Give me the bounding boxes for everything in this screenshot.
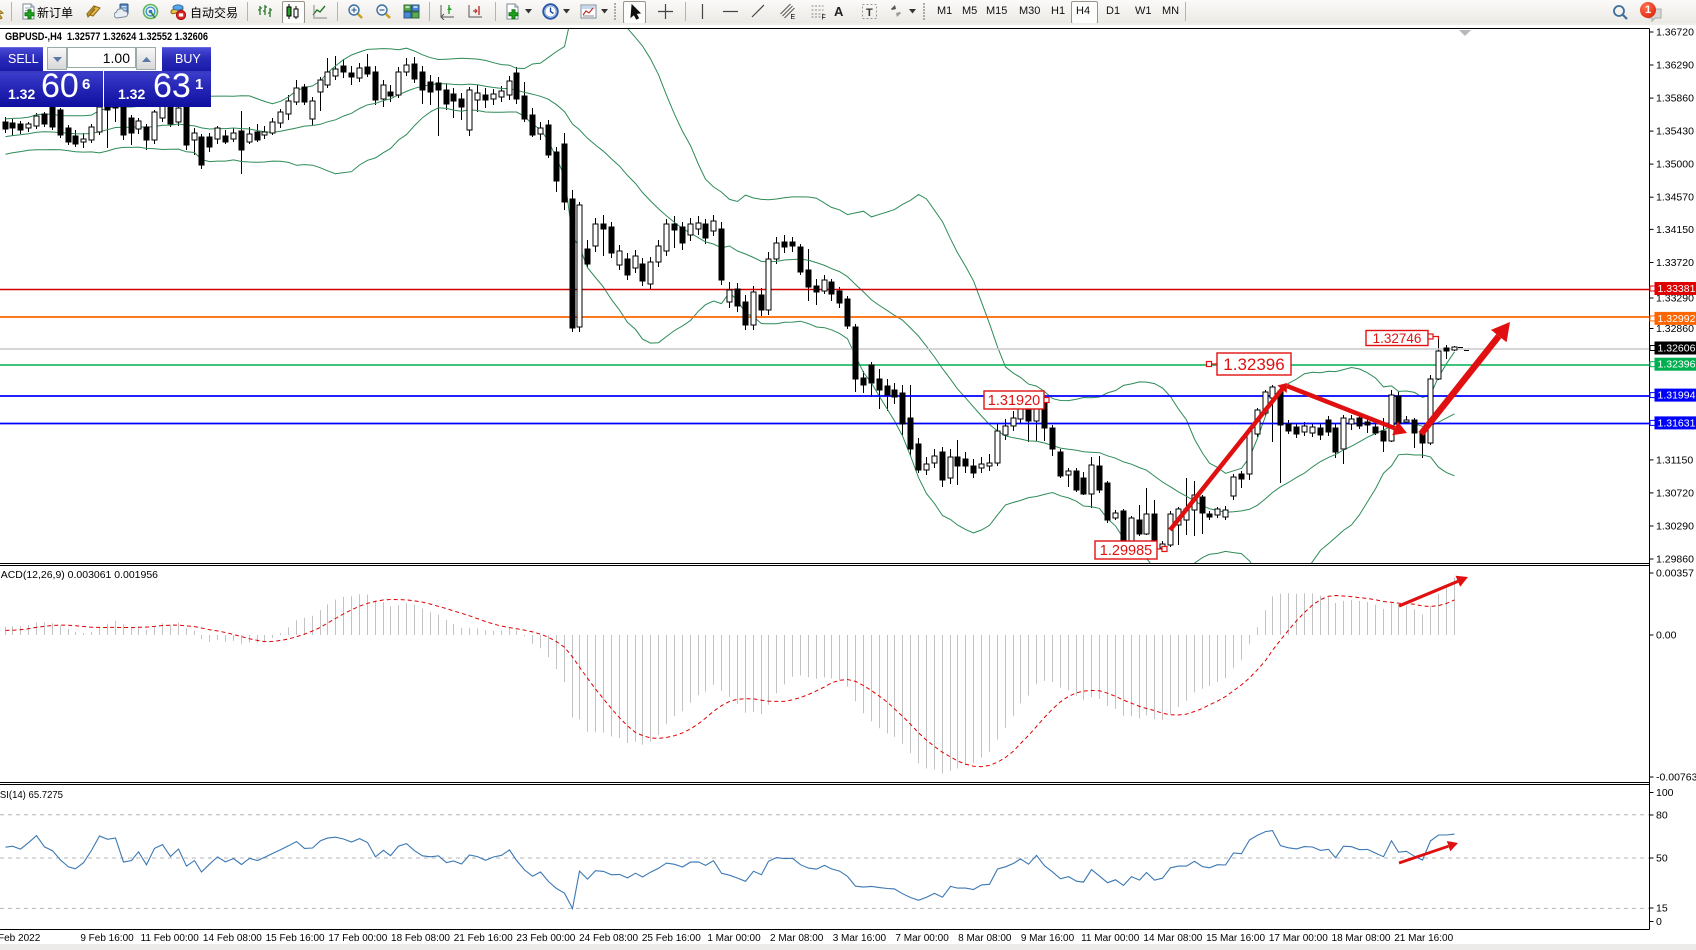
- svg-text:1.34150: 1.34150: [1656, 224, 1694, 236]
- svg-text:1.33720: 1.33720: [1656, 257, 1694, 269]
- svg-text:E: E: [791, 14, 796, 20]
- svg-text:21 Feb 16:00: 21 Feb 16:00: [454, 933, 513, 944]
- svg-text:1 Mar 00:00: 1 Mar 00:00: [707, 933, 761, 944]
- svg-text:1.32606: 1.32606: [1658, 343, 1696, 355]
- svg-text:1.30720: 1.30720: [1656, 487, 1694, 499]
- svg-text:1.31920: 1.31920: [988, 393, 1040, 409]
- svg-text:24 Feb 08:00: 24 Feb 08:00: [579, 933, 638, 944]
- svg-text:80: 80: [1656, 810, 1668, 822]
- svg-text:1.29860: 1.29860: [1656, 554, 1694, 566]
- svg-text:1.32860: 1.32860: [1656, 323, 1694, 335]
- svg-text:1.33290: 1.33290: [1656, 293, 1694, 305]
- svg-text:9 Feb 16:00: 9 Feb 16:00: [80, 933, 134, 944]
- svg-text:F: F: [822, 15, 826, 21]
- svg-text:1.31631: 1.31631: [1658, 417, 1696, 429]
- svg-text:100: 100: [1656, 787, 1674, 799]
- svg-text:MACD(12,26,9) 0.003061 0.00195: MACD(12,26,9) 0.003061 0.001956: [0, 569, 158, 581]
- svg-text:7 Mar 00:00: 7 Mar 00:00: [895, 933, 949, 944]
- svg-text:2 Mar 08:00: 2 Mar 08:00: [770, 933, 824, 944]
- svg-text:-0.007637: -0.007637: [1656, 772, 1696, 784]
- svg-text:9 Mar 16:00: 9 Mar 16:00: [1021, 933, 1075, 944]
- svg-text:17 Mar 00:00: 17 Mar 00:00: [1269, 933, 1328, 944]
- svg-text:15 Feb 16:00: 15 Feb 16:00: [266, 933, 325, 944]
- svg-text:15 Mar 16:00: 15 Mar 16:00: [1206, 933, 1265, 944]
- svg-text:1.32992: 1.32992: [1658, 313, 1696, 325]
- svg-text:18 Mar 08:00: 18 Mar 08:00: [1332, 933, 1391, 944]
- svg-text:1.30290: 1.30290: [1656, 521, 1694, 533]
- svg-text:0: 0: [1656, 916, 1662, 928]
- svg-text:0.00357: 0.00357: [1656, 568, 1694, 580]
- svg-text:0.00: 0.00: [1656, 630, 1677, 642]
- svg-text:11 Mar 00:00: 11 Mar 00:00: [1081, 933, 1140, 944]
- svg-text:1.35000: 1.35000: [1656, 159, 1694, 171]
- svg-text:18 Feb 08:00: 18 Feb 08:00: [391, 933, 450, 944]
- svg-text:14 Feb 08:00: 14 Feb 08:00: [203, 933, 262, 944]
- svg-text:1.35430: 1.35430: [1656, 126, 1694, 138]
- svg-text:15: 15: [1656, 903, 1668, 915]
- svg-text:25 Feb 16:00: 25 Feb 16:00: [642, 933, 701, 944]
- svg-text:3 Mar 16:00: 3 Mar 16:00: [833, 933, 887, 944]
- svg-text:1.36720: 1.36720: [1656, 27, 1694, 39]
- svg-text:GBPUSD-,H4 1.32577 1.32624 1.: GBPUSD-,H4 1.32577 1.32624 1.32552 1.326…: [5, 31, 208, 43]
- svg-text:50: 50: [1656, 853, 1668, 865]
- svg-text:Feb 2022: Feb 2022: [0, 933, 41, 944]
- svg-text:1.33381: 1.33381: [1658, 283, 1696, 295]
- svg-text:14 Mar 08:00: 14 Mar 08:00: [1143, 933, 1202, 944]
- svg-text:1.34570: 1.34570: [1656, 192, 1694, 204]
- svg-text:8 Mar 08:00: 8 Mar 08:00: [958, 933, 1012, 944]
- svg-text:1.36290: 1.36290: [1656, 60, 1694, 72]
- svg-text:11 Feb 00:00: 11 Feb 00:00: [141, 933, 200, 944]
- svg-text:1.32396: 1.32396: [1658, 359, 1696, 371]
- svg-text:1.31150: 1.31150: [1656, 454, 1693, 466]
- svg-text:1.29985: 1.29985: [1100, 543, 1152, 559]
- svg-text:T: T: [866, 7, 873, 19]
- svg-text:1.32396: 1.32396: [1223, 355, 1284, 374]
- svg-text:21 Mar 16:00: 21 Mar 16:00: [1394, 933, 1453, 944]
- svg-text:1.35860: 1.35860: [1656, 93, 1694, 105]
- svg-text:RSI(14) 65.7275: RSI(14) 65.7275: [0, 789, 63, 801]
- svg-text:1.32746: 1.32746: [1373, 331, 1422, 346]
- svg-text:23 Feb 00:00: 23 Feb 00:00: [516, 933, 575, 944]
- svg-text:17 Feb 00:00: 17 Feb 00:00: [328, 933, 387, 944]
- svg-text:1.31994: 1.31994: [1658, 390, 1696, 402]
